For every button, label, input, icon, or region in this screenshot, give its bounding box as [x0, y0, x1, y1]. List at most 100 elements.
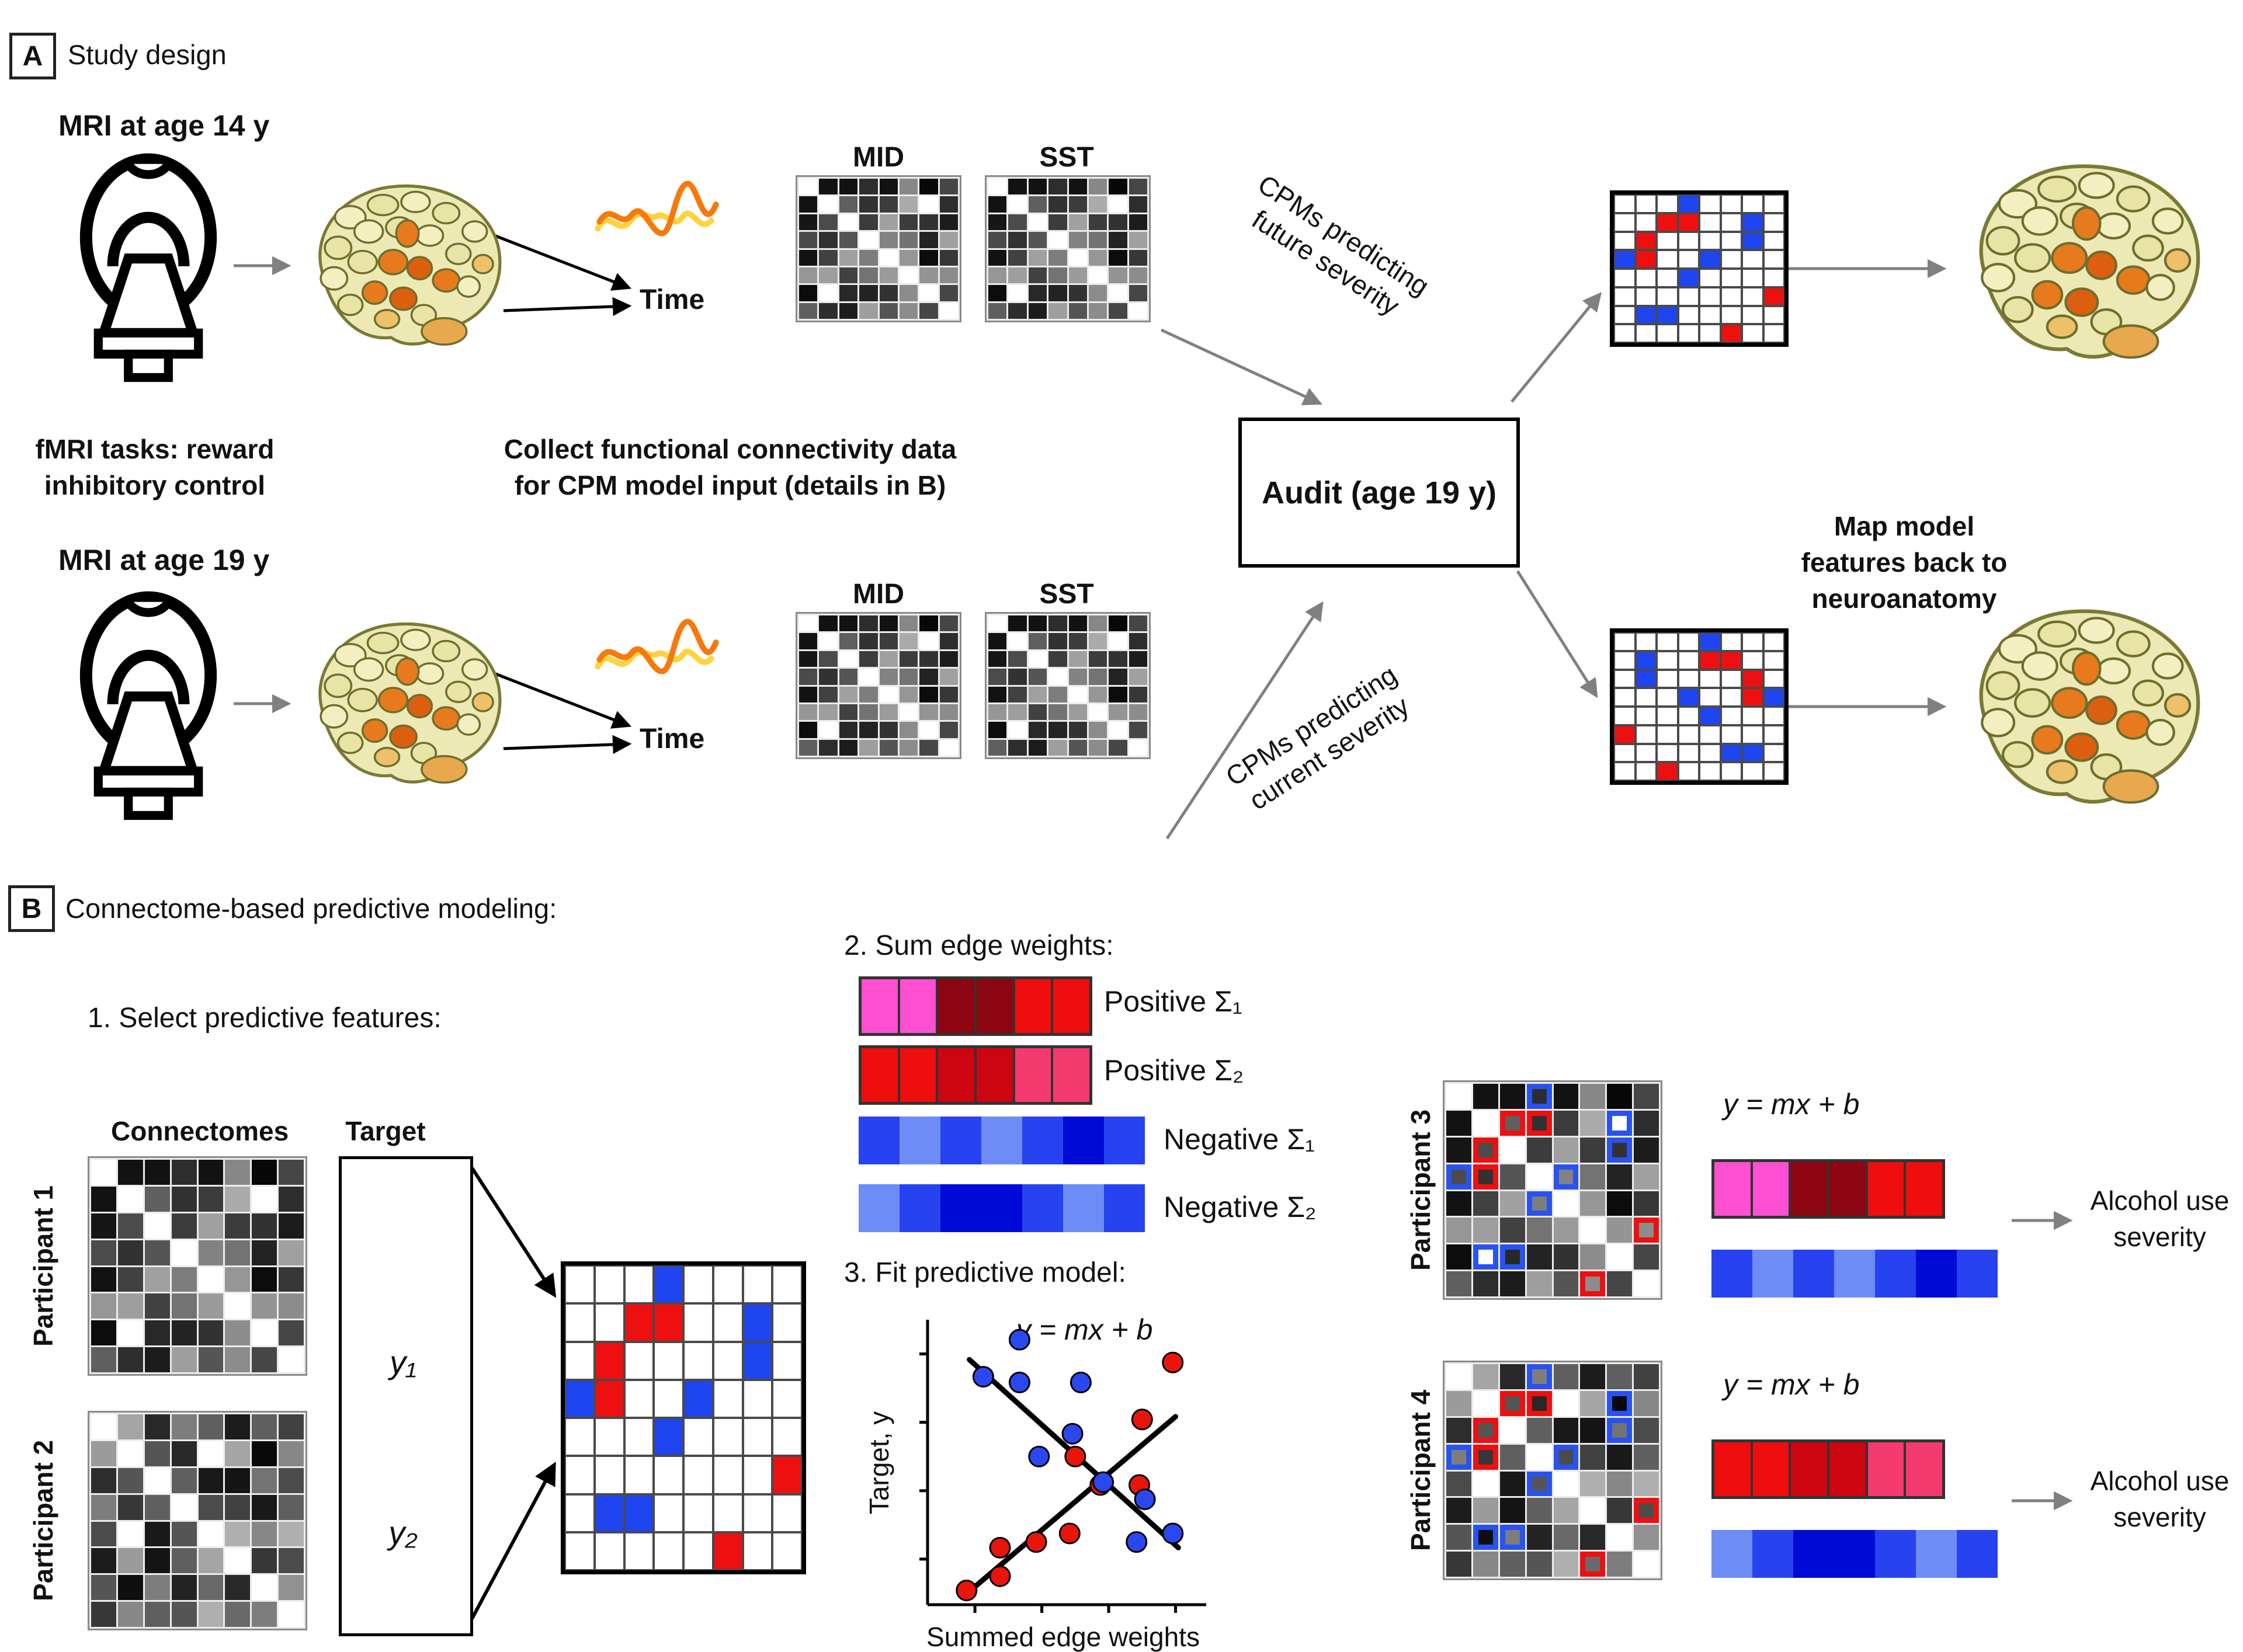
matrix-cell	[1678, 305, 1699, 325]
matrix-cell	[1763, 231, 1784, 251]
matrix-cell	[1634, 1164, 1659, 1190]
matrix-cell	[1028, 196, 1047, 213]
map-model-caption: Map model features back to neuroanatomy	[1770, 508, 2039, 617]
matrix-cell	[939, 669, 958, 685]
matrix-cell	[1526, 1390, 1552, 1416]
matrix-cell	[919, 232, 938, 248]
matrix-cell	[1678, 725, 1699, 744]
matrix-cell	[899, 739, 918, 756]
matrix-cell	[1678, 287, 1699, 306]
matrix-cell	[1720, 707, 1742, 725]
matrix-cell	[799, 686, 818, 702]
matrix-cell	[819, 651, 838, 667]
matrix-cell	[819, 302, 838, 319]
matrix-cell	[171, 1548, 197, 1574]
matrix-cell	[144, 1602, 170, 1627]
matrix-cell	[654, 1456, 683, 1494]
matrix-cell	[1048, 686, 1067, 702]
matrix-cell	[879, 249, 898, 266]
matrix-cell	[1129, 615, 1147, 632]
matrix-cell	[1678, 231, 1699, 251]
matrix-cell	[624, 1456, 654, 1494]
matrix-cell	[1048, 196, 1067, 213]
matrix-cell	[1129, 285, 1147, 301]
matrix-cell	[1720, 213, 1742, 232]
matrix-cell	[252, 1548, 277, 1574]
matrix-cell	[1068, 179, 1087, 195]
bar-segment	[1834, 1530, 1875, 1578]
matrix-cell	[899, 633, 918, 649]
cpms-current-line1: CPMs predicting	[1220, 659, 1402, 792]
matrix-cell	[1526, 1498, 1552, 1524]
matrix-cell	[1553, 1525, 1579, 1550]
matrix-cell	[1473, 1164, 1498, 1190]
matrix-cell	[1678, 194, 1699, 213]
p3-positive-bar	[1711, 1159, 1945, 1219]
matrix-cell	[1634, 1525, 1659, 1550]
matrix-cell	[1580, 1164, 1606, 1190]
matrix-cell	[198, 1494, 224, 1520]
matrix-cell	[1614, 743, 1636, 763]
matrix-cell	[565, 1532, 595, 1570]
matrix-cell	[1008, 615, 1027, 632]
matrix-cell	[1742, 762, 1763, 781]
arrow-target-selection-top	[470, 1167, 557, 1298]
matrix-cell	[1634, 1110, 1659, 1136]
timeseries-waveform-bottom	[595, 603, 722, 690]
matrix-cell	[252, 1602, 277, 1627]
matrix-cell	[1526, 1417, 1552, 1443]
matrix-cell	[742, 1494, 773, 1532]
cpms-future-line1: CPMs predicting	[1252, 168, 1435, 302]
matrix-cell	[198, 1347, 224, 1372]
matrix-cell	[859, 669, 878, 685]
bar-segment	[900, 1117, 940, 1164]
matrix-cell	[1614, 269, 1636, 287]
matrix-cell	[1446, 1218, 1471, 1243]
matrix-cell	[117, 1548, 143, 1574]
matrix-cell	[859, 267, 878, 284]
matrix-cell	[117, 1494, 143, 1520]
matrix-cell	[1473, 1471, 1498, 1497]
matrix-cell	[1109, 196, 1127, 213]
matrix-cell	[279, 1347, 304, 1372]
matrix-cell	[1742, 250, 1763, 269]
bar-segment	[1714, 1162, 1751, 1216]
matrix-cell	[225, 1467, 251, 1493]
matrix-cell	[279, 1494, 304, 1520]
matrix-cell	[1553, 1137, 1579, 1163]
matrix-cell	[565, 1303, 595, 1342]
arrow-audit-top-matrix	[1511, 291, 1602, 403]
matrix-cell	[1678, 762, 1699, 781]
matrix-cell	[1614, 250, 1636, 269]
matrix-cell	[1446, 1191, 1471, 1216]
matrix-cell	[772, 1532, 802, 1570]
matrix-cell	[1109, 739, 1127, 756]
matrix-cell	[144, 1213, 170, 1239]
matrix-cell	[1742, 632, 1763, 651]
matrix-cell	[1499, 1390, 1525, 1416]
matrix-cell	[1614, 231, 1636, 251]
bar-segment	[1104, 1117, 1145, 1164]
matrix-cell	[919, 214, 938, 231]
bar-segment	[940, 1184, 981, 1232]
matrix-cell	[1699, 762, 1721, 781]
matrix-cell	[91, 1441, 116, 1466]
matrix-cell	[1048, 615, 1067, 632]
matrix-cell	[171, 1186, 197, 1212]
matrix-cell	[1473, 1084, 1498, 1109]
matrix-cell	[988, 722, 1007, 738]
brain-image-top-left	[293, 168, 518, 362]
participant1-connectome-matrix	[88, 1156, 307, 1376]
matrix-cell	[198, 1160, 224, 1185]
matrix-cell	[919, 179, 938, 195]
matrix-cell	[624, 1494, 654, 1532]
scatter-point	[1058, 1522, 1081, 1545]
matrix-cell	[1742, 669, 1763, 688]
bar-segment	[938, 1048, 974, 1102]
matrix-cell	[1742, 324, 1763, 343]
matrix-cell	[772, 1303, 802, 1342]
matrix-cell	[144, 1320, 170, 1346]
matrix-cell	[1048, 214, 1067, 231]
matrix-cell	[799, 214, 818, 231]
bar-segment	[981, 1184, 1022, 1232]
